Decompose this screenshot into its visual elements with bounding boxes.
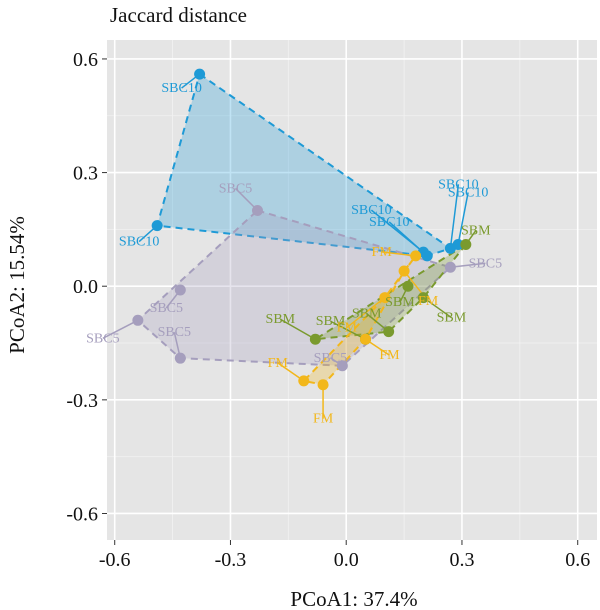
point-label-sbc10: SBC10: [161, 81, 201, 96]
point-sbc10: [452, 239, 464, 251]
label-leader-sbc5: [102, 319, 139, 339]
chart-title: Jaccard distance: [110, 3, 247, 27]
label-leader-sbc10: [457, 192, 469, 245]
point-label-sbm: SBM: [316, 314, 346, 329]
point-labels: SBC10SBC10SBC10SBC10SBC10SBC10SBC5SBC5SB…: [86, 81, 502, 427]
point-sbc5: [336, 360, 348, 372]
point-sbm: [383, 326, 395, 338]
point-label-sbm: SBM: [352, 307, 382, 322]
point-label-sbc10: SBC10: [448, 186, 488, 201]
point-label-sbm: SBM: [461, 224, 491, 239]
x-tick-label: -0.3: [215, 549, 247, 571]
point-label-sbc5: SBC5: [158, 325, 191, 340]
point-sbc5: [251, 204, 263, 216]
x-tick-label: 0.6: [565, 549, 590, 571]
label-leader-sbm: [330, 320, 366, 340]
point-sbm: [417, 292, 429, 304]
point-label-sbc5: SBC5: [469, 256, 502, 271]
hull-sbc5: [136, 209, 453, 367]
point-label-fm: FM: [337, 321, 358, 336]
point-sbm: [402, 280, 414, 292]
point-sbc5: [174, 352, 186, 364]
point-label-sbm: SBM: [437, 311, 467, 326]
point-label-fm: FM: [268, 356, 289, 371]
y-tick-label: 0.0: [73, 276, 98, 298]
point-sbc10: [194, 68, 206, 80]
point-label-sbc5: SBC5: [314, 351, 347, 366]
point-label-sbc10: SBC10: [119, 235, 159, 250]
point-label-sbm: SBM: [385, 295, 415, 310]
y-tick-label: -0.6: [66, 503, 98, 525]
point-label-fm: FM: [418, 294, 439, 309]
hull-sbm: [314, 243, 467, 341]
point-fm: [379, 292, 391, 304]
point-fm: [317, 379, 329, 391]
point-label-sbc5: SBC5: [150, 301, 183, 316]
point-sbc5: [132, 314, 144, 326]
y-tick-label: 0.6: [73, 49, 98, 71]
x-tick-label: 0.3: [449, 549, 474, 571]
label-leader-sbc10: [449, 184, 460, 249]
point-sbc5: [174, 284, 186, 296]
axis-ticks: -0.6 -0.3 0.0 0.3 0.6 0.6 0.3 0.0 -0.3 -0.6: [66, 49, 590, 571]
y-tick-label: -0.3: [66, 390, 98, 412]
point-fm: [398, 265, 410, 277]
point-sbm: [309, 333, 321, 345]
label-leader-sbm: [279, 318, 316, 340]
label-leader-sbc10: [370, 209, 424, 253]
label-leader-fm: [381, 251, 416, 257]
point-label-sbc10: SBC10: [438, 177, 478, 192]
point-label-fm: FM: [372, 245, 393, 260]
point-label-sbc5: SBC5: [219, 181, 252, 196]
point-sbc5: [444, 261, 456, 273]
point-label-sbc5: SBC5: [86, 331, 119, 346]
point-fm: [410, 250, 422, 262]
x-tick-label: 0.0: [334, 549, 359, 571]
y-tick-label: 0.3: [73, 163, 98, 185]
point-label-sbm: SBM: [266, 312, 296, 327]
grid-lines: [107, 40, 597, 540]
x-tick-label: -0.6: [99, 549, 131, 571]
point-label-sbc10: SBC10: [369, 215, 409, 230]
data-points: [132, 68, 472, 391]
point-label-fm: FM: [313, 412, 334, 427]
label-leader-fm: [346, 296, 386, 329]
point-fm: [360, 333, 372, 345]
point-label-sbc10: SBC10: [351, 203, 391, 218]
point-sbc10: [151, 220, 163, 232]
point-sbm: [460, 239, 472, 251]
group-hulls: [136, 72, 467, 386]
label-leader-sbc5: [450, 262, 486, 269]
y-axis-title: PCoA2: 15.54%: [5, 216, 29, 354]
x-axis-title: PCoA1: 37.4%: [290, 587, 417, 610]
point-label-fm: FM: [379, 348, 400, 363]
point-fm: [298, 375, 310, 387]
